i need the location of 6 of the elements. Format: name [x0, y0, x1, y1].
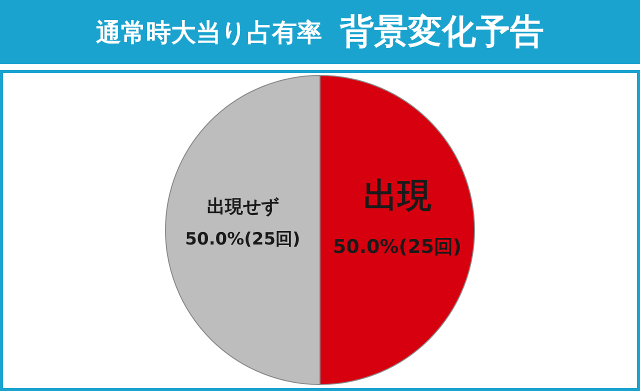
chart-subtitle: 背景変化予告 — [340, 11, 544, 54]
data-label: 50.0%(25回) — [332, 236, 462, 258]
slice-label: 出現 — [363, 176, 432, 216]
slice-label: 出現せず — [206, 196, 279, 218]
data-label: 50.0%(25回) — [185, 229, 300, 250]
chart-title: 通常時大当り占有率 — [96, 16, 322, 48]
